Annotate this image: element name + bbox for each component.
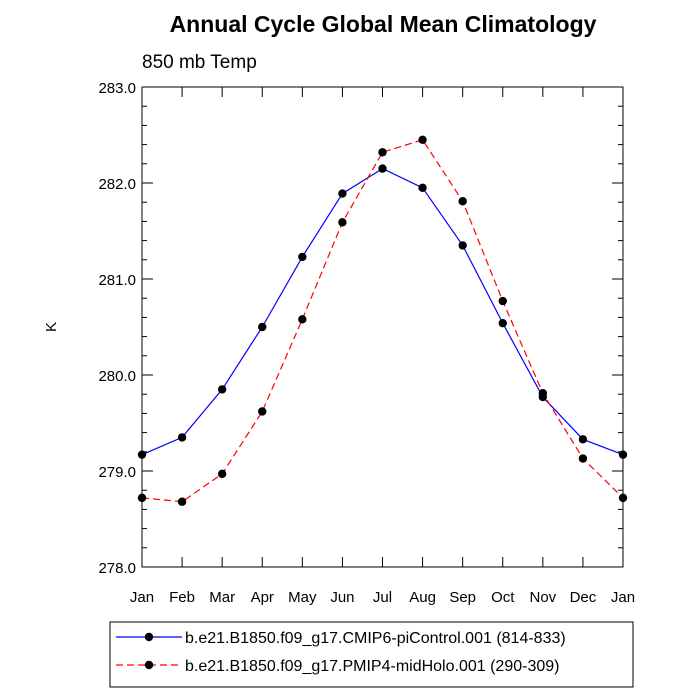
- series-layer: [137, 135, 628, 506]
- x-tick-label: Feb: [169, 589, 195, 606]
- x-tick-label: Oct: [491, 589, 515, 606]
- data-point: [338, 189, 347, 198]
- y-tick-label: 280.0: [98, 368, 136, 385]
- x-tick-label: Jan: [611, 589, 635, 606]
- series-1: [137, 164, 628, 459]
- x-tick-label: Apr: [251, 589, 274, 606]
- y-tick-label: 278.0: [98, 560, 136, 577]
- data-point: [177, 497, 187, 506]
- data-point: [137, 450, 147, 459]
- data-point: [418, 135, 427, 144]
- legend-box: [109, 621, 634, 688]
- data-point: [258, 322, 267, 332]
- legend-label: b.e21.B1850.f09_g17.PMIP4-midHolo.001 (2…: [185, 658, 559, 675]
- data-point: [618, 493, 628, 503]
- x-tick-label: Nov: [529, 589, 556, 606]
- legend-label: b.e21.B1850.f09_g17.CMIP6-piControl.001 …: [185, 630, 566, 647]
- data-point: [578, 454, 588, 463]
- y-tick-label: 282.0: [98, 176, 136, 193]
- data-point: [498, 296, 507, 306]
- axis-ticks: 278.0 279.0 280.0 281.0 282.0 283.0 Jan Feb Mar A…: [98, 80, 635, 606]
- y-axis-label: K: [43, 322, 60, 332]
- data-point: [258, 407, 267, 416]
- data-point: [177, 433, 187, 442]
- data-point: [458, 241, 467, 250]
- legend-items: b.e21.B1850.f09_g17.CMIP6-piControl.001 …: [116, 630, 566, 675]
- data-point: [458, 197, 467, 206]
- data-point: [298, 252, 307, 262]
- data-point: [338, 218, 347, 227]
- series-line: [141, 167, 624, 456]
- x-tick-label: Aug: [409, 589, 436, 606]
- data-point: [618, 450, 628, 459]
- x-tick-label: Mar: [209, 589, 235, 606]
- data-point: [137, 493, 147, 503]
- data-point: [578, 435, 588, 444]
- legend-item: b.e21.B1850.f09_g17.PMIP4-midHolo.001 (2…: [116, 658, 559, 675]
- x-tick-label: May: [288, 589, 317, 606]
- y-tick-label: 281.0: [98, 272, 136, 289]
- y-tick-label: 279.0: [98, 464, 136, 481]
- chart-title: Annual Cycle Global Mean Climatology: [170, 11, 597, 37]
- data-point: [378, 148, 387, 157]
- legend-marker: [144, 660, 154, 670]
- data-point: [538, 389, 548, 398]
- x-tick-label: Jan: [130, 589, 154, 606]
- data-point: [217, 385, 227, 394]
- legend: b.e21.B1850.f09_g17.CMIP6-piControl.001 …: [109, 621, 634, 688]
- series-2: [137, 135, 628, 506]
- y-tick-label: 283.0: [98, 80, 136, 97]
- data-point: [378, 164, 387, 173]
- x-tick-label: Jun: [330, 589, 354, 606]
- legend-item: b.e21.B1850.f09_g17.CMIP6-piControl.001 …: [116, 630, 566, 647]
- data-point: [298, 315, 307, 324]
- x-tick-label: Sep: [449, 589, 476, 606]
- x-tick-label: Dec: [570, 589, 597, 606]
- data-point: [217, 469, 227, 479]
- legend-marker: [144, 632, 154, 642]
- chart-subtitle: 850 mb Temp: [142, 52, 257, 73]
- x-tick-label: Jul: [373, 589, 392, 606]
- data-point: [498, 318, 507, 328]
- plot-frame: [141, 86, 624, 568]
- series-line: [141, 139, 624, 503]
- data-point: [418, 183, 427, 192]
